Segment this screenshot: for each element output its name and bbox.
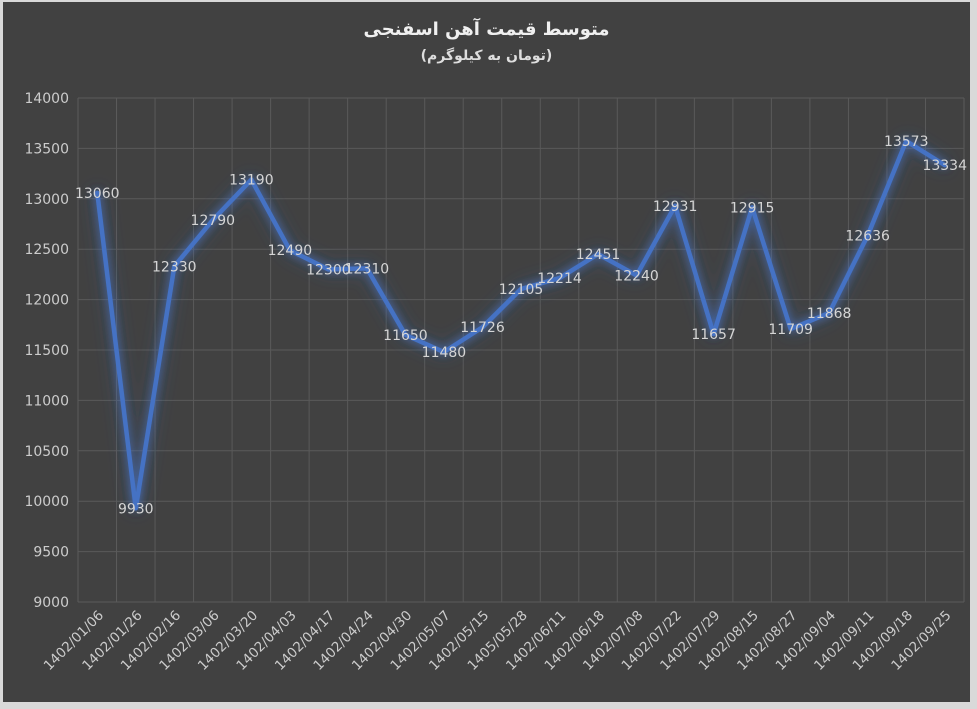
data-label: 12490 xyxy=(268,243,313,259)
data-label: 11726 xyxy=(460,320,505,336)
data-label: 12105 xyxy=(499,282,544,298)
chart-subtitle: (تومان به کیلوگرم) xyxy=(420,48,553,64)
y-tick-label: 12500 xyxy=(24,242,69,258)
y-tick-label: 9500 xyxy=(33,545,69,561)
y-tick-label: 10000 xyxy=(24,494,69,510)
data-label: 11480 xyxy=(422,345,467,361)
data-label: 12931 xyxy=(653,199,698,215)
data-label: 12330 xyxy=(152,259,197,275)
chart-title: متوسط قیمت آهن اسفنجی xyxy=(363,19,610,40)
data-label: 11709 xyxy=(768,322,813,338)
data-label: 13190 xyxy=(229,173,274,189)
data-label: 12214 xyxy=(537,271,582,287)
y-tick-label: 11000 xyxy=(24,393,69,409)
data-label: 11868 xyxy=(807,306,852,322)
data-label: 12240 xyxy=(614,268,659,284)
chart-area: متوسط قیمت آهن اسفنجی (تومان به کیلوگرم)… xyxy=(3,2,970,702)
data-label: 11657 xyxy=(691,327,736,343)
data-label: 12915 xyxy=(730,200,775,216)
data-label: 12310 xyxy=(345,261,390,277)
data-label: 12451 xyxy=(576,247,621,263)
y-tick-label: 9000 xyxy=(33,595,69,611)
data-label: 13060 xyxy=(75,186,120,202)
y-tick-label: 13000 xyxy=(24,192,69,208)
y-tick-label: 10500 xyxy=(24,444,69,460)
y-tick-label: 11500 xyxy=(24,343,69,359)
data-label: 12636 xyxy=(845,228,890,244)
price-line xyxy=(95,138,947,511)
data-label: 13334 xyxy=(922,158,967,174)
data-label: 12300 xyxy=(306,262,351,278)
data-label: 11650 xyxy=(383,328,428,344)
y-tick-label: 14000 xyxy=(24,91,69,107)
data-label: 9930 xyxy=(118,501,154,517)
plot-area: 14000 13500 13000 12500 12000 11500 11000 10500… xyxy=(24,91,967,674)
y-tick-label: 12000 xyxy=(24,293,69,309)
y-tick-label: 13500 xyxy=(24,141,69,157)
data-label: 13573 xyxy=(884,134,929,150)
data-label: 12790 xyxy=(191,213,236,229)
